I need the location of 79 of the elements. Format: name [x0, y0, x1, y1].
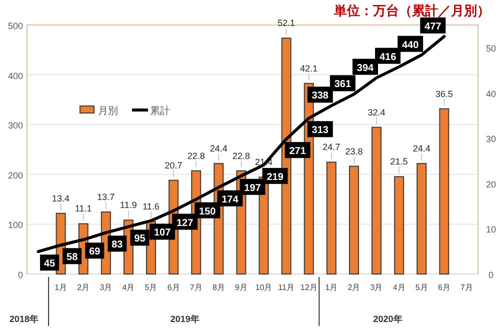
- x-tick-label: 1月: [54, 283, 68, 292]
- x-tick-label: 4月: [392, 283, 406, 292]
- data-label: 361: [334, 79, 352, 90]
- x-tick-label: 6月: [438, 283, 450, 292]
- x-tick-label: 5月: [415, 283, 428, 292]
- data-label: 20.7: [164, 160, 182, 170]
- data-label: 11.6: [142, 201, 160, 212]
- x-tick-label: 10月: [255, 283, 272, 292]
- data-label: 69: [89, 246, 101, 258]
- bar: [326, 162, 336, 274]
- y2-tick-label: 0: [488, 270, 494, 280]
- y2-tick-label: 50: [486, 44, 496, 54]
- x-tick-label: 4月: [122, 283, 135, 292]
- data-label: 127: [176, 218, 194, 229]
- x-tick-label: 9月: [235, 283, 248, 292]
- x-tick-label: 11月: [278, 283, 294, 292]
- data-label: 52.1: [278, 18, 296, 28]
- x-tick-label: 7月: [190, 283, 202, 292]
- data-label: 313: [312, 125, 329, 136]
- x-tick-label: 12月: [300, 283, 318, 292]
- data-label: 13.7: [97, 192, 115, 202]
- data-label: 22.8: [187, 150, 205, 161]
- data-label: 338: [312, 90, 329, 102]
- data-label: 24.4: [412, 144, 430, 154]
- text: 2020年: [373, 314, 402, 324]
- data-label: 477: [424, 21, 442, 32]
- y-tick-label: 100: [8, 220, 23, 230]
- chart-title: 単位：万台（累計／月別）: [333, 3, 490, 18]
- data-label: 219: [266, 172, 284, 183]
- data-label: 22.8: [232, 150, 250, 161]
- x-tick-label: 2月: [77, 283, 90, 292]
- y-tick-label: 300: [8, 120, 23, 131]
- bar: [348, 166, 359, 274]
- data-label: 13.4: [52, 193, 70, 204]
- bar: [439, 108, 450, 274]
- y-tick-label: 0: [18, 270, 23, 280]
- bar: [394, 176, 404, 274]
- x-tick-label: 6月: [167, 283, 180, 292]
- data-label: 416: [379, 52, 397, 63]
- data-label: 32.4: [368, 107, 386, 118]
- data-label: 174: [222, 194, 239, 206]
- data-label: 271: [289, 146, 306, 158]
- data-label: 24.4: [210, 144, 228, 154]
- y2-tick-label: 10: [486, 224, 496, 235]
- data-label: 11.9: [120, 200, 137, 210]
- y-tick-label: 400: [8, 70, 23, 81]
- data-label: 24.7: [322, 142, 340, 152]
- y-tick-label: 500: [8, 21, 23, 31]
- x-tick-label: 3月: [100, 283, 112, 292]
- data-label: 11.1: [74, 204, 92, 214]
- x-tick-label: 8月: [212, 283, 225, 292]
- y2-tick-label: 20: [486, 179, 496, 190]
- data-label: 197: [244, 182, 262, 194]
- x-tick-label: 7月: [460, 283, 473, 292]
- y2-tick-label: 40: [486, 88, 496, 99]
- data-label: 107: [154, 228, 172, 239]
- y2-tick-label: 30: [486, 134, 496, 144]
- data-label: 83: [112, 240, 124, 251]
- y-tick-label: 200: [8, 170, 23, 180]
- data-label: 21.5: [390, 156, 408, 167]
- x-tick-label: 5月: [144, 283, 158, 292]
- data-label: 23.8: [345, 146, 363, 156]
- data-label: 440: [402, 40, 420, 51]
- bar: [372, 126, 382, 274]
- bar: [416, 163, 427, 274]
- data-label: 394: [356, 62, 374, 74]
- legend-label: 累計: [150, 105, 170, 117]
- data-label: 150: [199, 206, 216, 218]
- data-label: 42.1: [300, 63, 318, 74]
- x-tick-label: 1月: [325, 283, 338, 292]
- data-label: 95: [134, 234, 146, 245]
- x-tick-label: 2月: [348, 283, 360, 292]
- data-label: 36.5: [435, 88, 453, 99]
- data-label: 45: [44, 258, 56, 270]
- text: 2018年: [9, 314, 39, 324]
- data-label: 58: [66, 252, 78, 264]
- text: 2019年: [170, 314, 200, 324]
- legend-label: 月別: [98, 106, 118, 117]
- x-tick-label: 3月: [370, 283, 383, 292]
